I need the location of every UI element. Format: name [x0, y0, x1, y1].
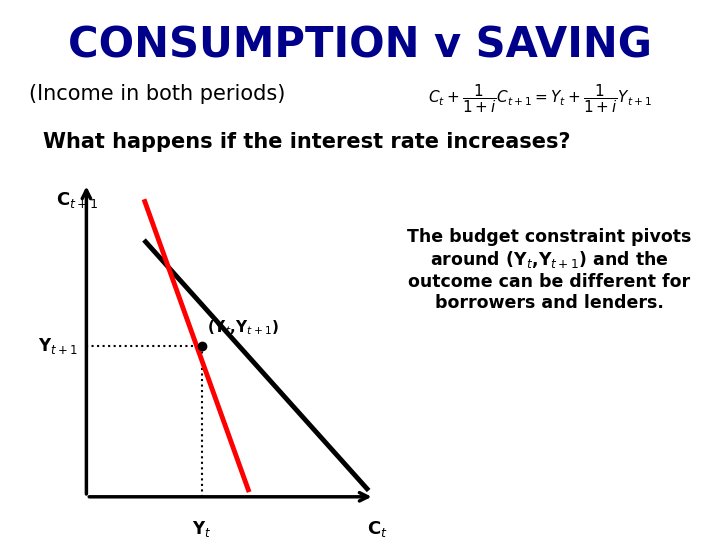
Text: $C_t + \dfrac{1}{1+i}C_{t+1} = Y_t + \dfrac{1}{1+i}Y_{t+1}$: $C_t + \dfrac{1}{1+i}C_{t+1} = Y_t + \df…	[428, 82, 652, 115]
Text: Y$_t$: Y$_t$	[192, 519, 211, 539]
Text: C$_t$: C$_t$	[367, 519, 387, 539]
Text: What happens if the interest rate increases?: What happens if the interest rate increa…	[43, 132, 571, 152]
Text: The budget constraint pivots
around (Y$_t$,Y$_{t+1}$) and the
outcome can be dif: The budget constraint pivots around (Y$_…	[407, 228, 691, 312]
Text: C$_{t+1}$: C$_{t+1}$	[56, 190, 99, 210]
Text: (Y$_t$,Y$_{t+1}$): (Y$_t$,Y$_{t+1}$)	[207, 319, 279, 337]
Text: Y$_{t+1}$: Y$_{t+1}$	[38, 336, 78, 356]
Text: (Income in both periods): (Income in both periods)	[29, 84, 285, 104]
Text: CONSUMPTION v SAVING: CONSUMPTION v SAVING	[68, 24, 652, 66]
